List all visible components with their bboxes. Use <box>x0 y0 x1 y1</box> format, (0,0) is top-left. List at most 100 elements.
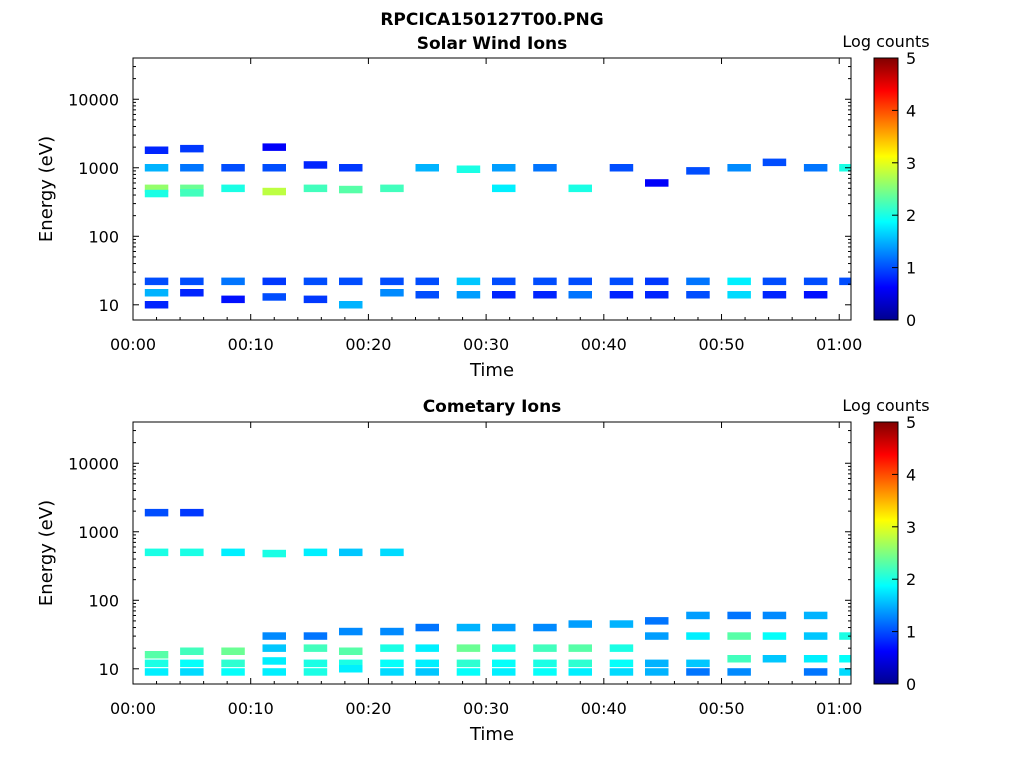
heatmap-cell <box>839 632 851 640</box>
heatmap-cell <box>339 301 363 309</box>
heatmap-cell <box>456 659 481 668</box>
heatmap-cell <box>180 189 204 197</box>
x-tick-label: 00:10 <box>228 335 274 354</box>
heatmap-cell <box>533 659 557 668</box>
heatmap-cell <box>609 164 634 172</box>
heatmap-cell <box>568 644 592 652</box>
heatmap-cell <box>456 623 481 632</box>
heatmap-cell <box>533 644 557 652</box>
colorbar-tick-label: 2 <box>906 206 916 225</box>
heatmap-cell <box>839 655 851 663</box>
colorbar-tick-label: 1 <box>906 623 916 642</box>
heatmap-cell <box>221 647 245 655</box>
x-tick-label: 00:20 <box>345 699 391 718</box>
heatmap-cell <box>144 548 169 557</box>
y-tick-label: 10000 <box>68 90 119 109</box>
heatmap-cell <box>221 164 245 172</box>
heatmap-cell <box>262 668 286 676</box>
x-tick-label: 00:40 <box>581 699 627 718</box>
heatmap-cell <box>180 548 204 557</box>
heatmap-cell <box>339 647 363 655</box>
y-axis-label-cometary: Energy (eV) <box>36 500 57 606</box>
heatmap-cell <box>144 508 169 517</box>
heatmap-cell <box>303 161 328 169</box>
heatmap-cell <box>221 548 245 557</box>
heatmap-cell <box>727 611 751 620</box>
heatmap-cell <box>686 167 710 175</box>
heatmap-cell <box>180 277 204 286</box>
heatmap-cell <box>380 277 404 286</box>
heatmap-cell <box>262 164 286 172</box>
heatmap-cell <box>568 277 592 286</box>
heatmap-cell <box>380 289 404 297</box>
heatmap-cell <box>303 632 328 640</box>
heatmap-cell <box>645 179 669 187</box>
heatmap-cell <box>339 277 363 286</box>
heatmap-cell <box>339 548 363 557</box>
x-tick-label: 01:00 <box>816 699 862 718</box>
plot-frame-cometary <box>132 421 852 685</box>
heatmap-cell <box>144 184 169 193</box>
x-tick-label: 00:50 <box>698 699 744 718</box>
colorbar-tick-label: 0 <box>906 675 916 694</box>
heatmap-cells-solar-wind <box>144 143 851 309</box>
y-tick-label: 10 <box>99 296 119 315</box>
heatmap-cell <box>762 158 787 167</box>
heatmap-cell <box>568 620 592 628</box>
heatmap-cell <box>180 647 204 655</box>
heatmap-cell <box>180 508 204 517</box>
heatmap-cell <box>415 644 439 652</box>
heatmap-cell <box>609 620 634 628</box>
x-tick-label: 00:00 <box>110 335 156 354</box>
cometary-panel: Cometary Ions 00:00 00:10 00:20 00:30 00:40 0… <box>36 396 930 745</box>
colorbar-ticks-cometary: 0 1 2 3 4 5 <box>892 413 916 694</box>
heatmap-cell <box>262 632 286 640</box>
heatmap-cell <box>492 184 516 193</box>
colorbar-title-cometary: Log counts <box>842 396 929 415</box>
heatmap-cell <box>727 655 751 663</box>
colorbar-tick-label: 4 <box>906 465 916 484</box>
heatmap-cell <box>803 611 828 620</box>
colorbar-tick-label: 5 <box>906 413 916 432</box>
x-tick-label: 00:30 <box>463 699 509 718</box>
heatmap-cell <box>727 632 751 640</box>
x-tick-label: 00:00 <box>110 699 156 718</box>
heatmap-cell <box>303 644 328 652</box>
heatmap-cell <box>803 655 828 663</box>
heatmap-cell <box>144 189 169 198</box>
heatmap-cell <box>180 144 204 153</box>
y-axis-label-solar-wind: Energy (eV) <box>36 136 57 242</box>
heatmap-cell <box>221 668 245 676</box>
heatmap-cell <box>303 295 328 304</box>
heatmap-cell <box>609 668 634 676</box>
y-tick-label: 10000 <box>68 454 119 473</box>
x-axis-label-solar-wind: Time <box>469 360 514 381</box>
heatmap-cell <box>762 291 787 299</box>
heatmap-cell <box>262 644 286 652</box>
x-axis-label-cometary: Time <box>469 724 514 745</box>
heatmap-cell <box>686 659 710 668</box>
heatmap-cell <box>303 184 328 193</box>
heatmap-cell <box>686 291 710 299</box>
heatmap-cell <box>456 165 481 173</box>
heatmap-cell <box>533 164 557 172</box>
axes-cometary: 00:00 00:10 00:20 00:30 00:40 00:50 01:00 10 100… <box>68 421 862 718</box>
heatmap-cell <box>762 655 787 663</box>
heatmap-cell <box>533 668 557 676</box>
heatmap-cell <box>762 611 787 620</box>
solar-wind-panel: Solar Wind Ions 00:00 00:10 00:20 00:30 00:4… <box>36 32 930 381</box>
heatmap-cell <box>533 277 557 286</box>
heatmap-cell <box>568 184 592 193</box>
heatmap-cell <box>839 668 851 676</box>
heatmap-cells-cometary <box>144 508 851 676</box>
y-tick-label: 1000 <box>78 523 119 542</box>
x-tick-label: 00:50 <box>698 335 744 354</box>
heatmap-cell <box>144 659 169 668</box>
heatmap-cell <box>727 291 751 299</box>
heatmap-cell <box>456 644 481 652</box>
heatmap-cell <box>609 644 634 652</box>
heatmap-cell <box>180 289 204 297</box>
heatmap-cell <box>380 668 404 676</box>
heatmap-cell <box>533 623 557 632</box>
heatmap-cell <box>415 623 439 632</box>
